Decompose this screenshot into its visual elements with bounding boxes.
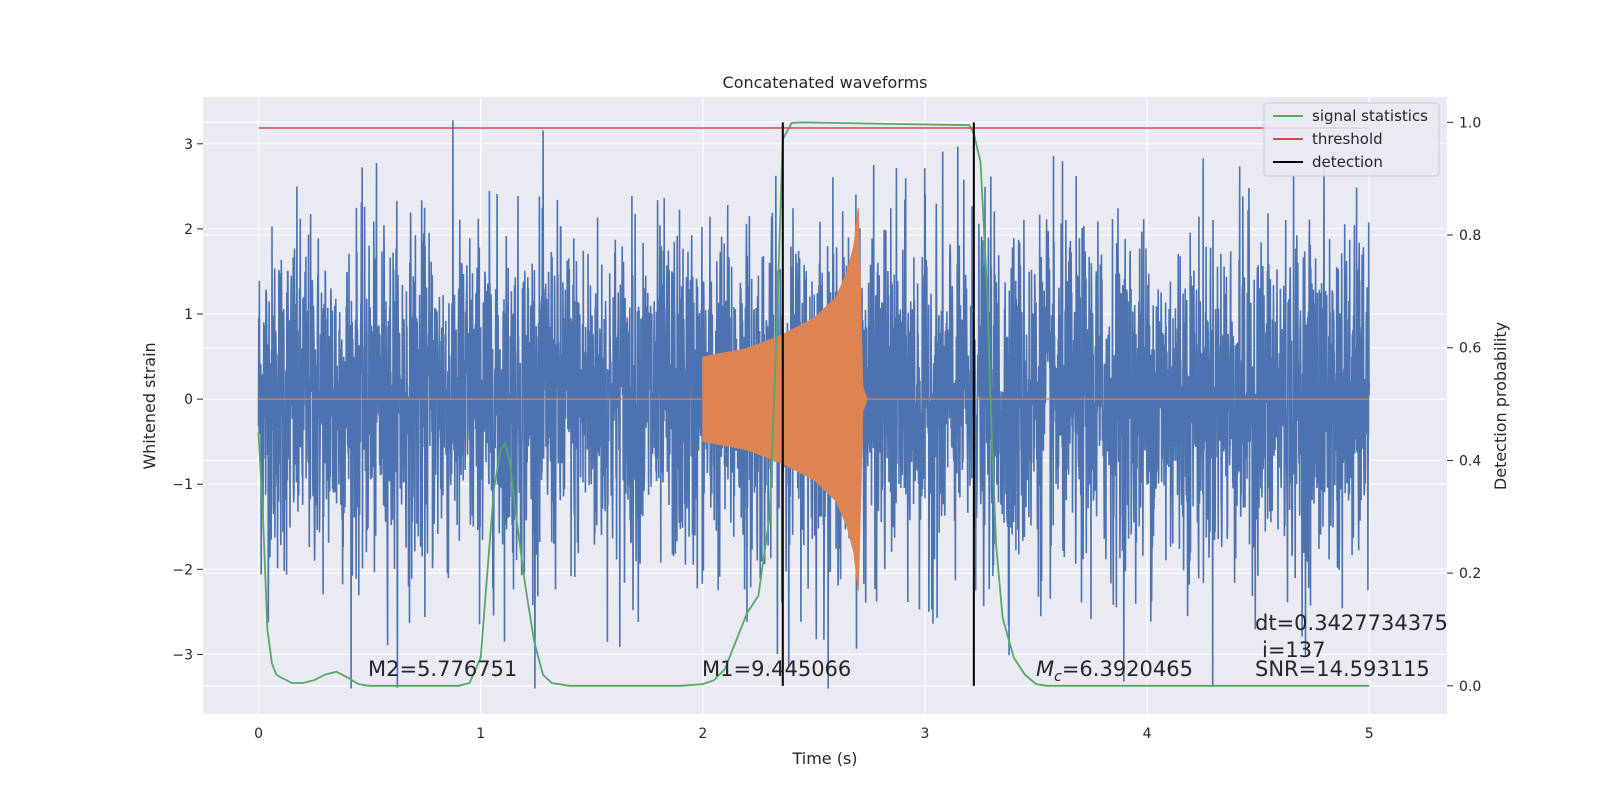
y-tick-label: 2 bbox=[184, 222, 193, 238]
y-tick-label: 3 bbox=[184, 137, 193, 153]
chart-title: Concatenated waveforms bbox=[723, 73, 928, 92]
y2-tick-label: 1.0 bbox=[1459, 115, 1481, 131]
y2-tick-label: 0.0 bbox=[1459, 679, 1481, 695]
annotation-i: i=137 bbox=[1262, 638, 1326, 662]
x-tick-label: 0 bbox=[254, 726, 263, 742]
legend-label-threshold: threshold bbox=[1312, 130, 1383, 148]
legend-label-detection: detection bbox=[1312, 153, 1383, 171]
y2-axis-label: Detection probability bbox=[1491, 322, 1510, 490]
annotation-mc: Mc=6.3920465 bbox=[1036, 657, 1193, 685]
annotation-m2: M2=5.776751 bbox=[368, 657, 517, 681]
x-tick-label: 4 bbox=[1143, 726, 1152, 742]
annotation-snr: SNR=14.593115 bbox=[1255, 657, 1430, 681]
y-tick-label: −2 bbox=[172, 562, 193, 578]
y-tick-label: 1 bbox=[184, 307, 193, 323]
axis-ticks: 0 1 2 3 4 5 −3 −2 −1 0 1 2 3 0.0 0.2 0.4 0.6 0.8 1.0 bbox=[172, 115, 1481, 742]
series-chirp-line bbox=[258, 208, 1370, 591]
annotation-mc-symbol: M bbox=[1036, 657, 1054, 681]
annotation-dt: dt=0.3427734375 bbox=[1255, 611, 1448, 635]
detection-lines bbox=[781, 122, 975, 686]
x-tick-label: 5 bbox=[1365, 726, 1374, 742]
y-tick-label: −3 bbox=[172, 647, 193, 663]
y-tick-label: −1 bbox=[172, 477, 193, 493]
y2-tick-label: 0.6 bbox=[1459, 341, 1481, 357]
annotation-m1: M1=9.445066 bbox=[702, 657, 851, 681]
x-tick-label: 2 bbox=[698, 726, 707, 742]
x-tick-label: 1 bbox=[476, 726, 485, 742]
legend: signal statistics threshold detection bbox=[1263, 102, 1440, 177]
annotation-mc-subscript: c bbox=[1054, 669, 1062, 685]
legend-box bbox=[1263, 102, 1440, 177]
y2-tick-label: 0.4 bbox=[1459, 453, 1481, 469]
annotation-mc-value: =6.3920465 bbox=[1062, 657, 1193, 681]
series-signal-statistics-line bbox=[257, 121, 1370, 687]
legend-label-signal-statistics: signal statistics bbox=[1312, 107, 1428, 125]
x-tick-label: 3 bbox=[921, 726, 930, 742]
x-axis-label: Time (s) bbox=[791, 749, 857, 768]
y-axis-label: Whitened strain bbox=[140, 342, 159, 469]
y-tick-label: 0 bbox=[184, 392, 193, 408]
y2-tick-label: 0.8 bbox=[1459, 228, 1481, 244]
y2-tick-label: 0.2 bbox=[1459, 566, 1481, 582]
